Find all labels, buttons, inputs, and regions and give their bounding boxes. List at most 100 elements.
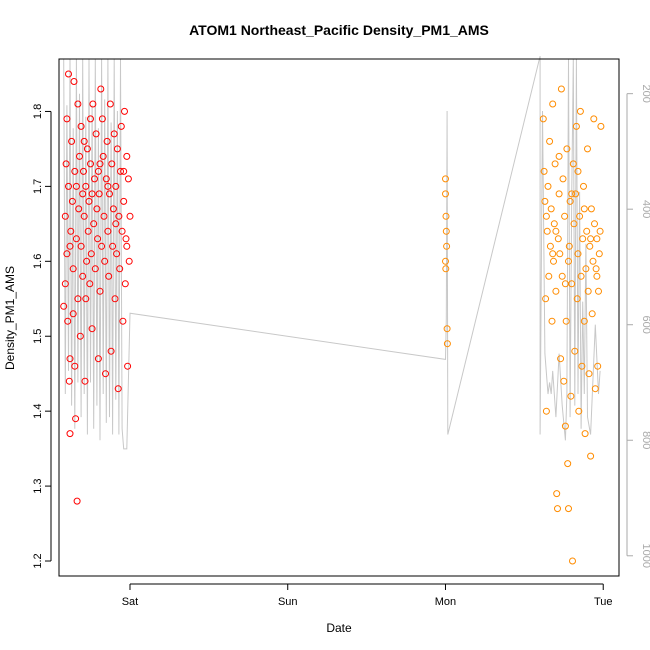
data-point <box>72 182 80 190</box>
data-point <box>75 205 83 213</box>
data-point <box>568 190 576 198</box>
data-point <box>72 235 80 243</box>
data-point <box>98 242 106 250</box>
data-point <box>553 490 561 498</box>
y2-tick-label: 200 <box>640 84 650 102</box>
y-tick-label: 1.8 <box>32 104 44 119</box>
data-point <box>63 115 71 123</box>
pressure-line <box>63 55 601 450</box>
y-tick-label: 1.2 <box>32 553 44 568</box>
data-point <box>77 242 85 250</box>
data-point <box>594 362 602 370</box>
data-point <box>574 250 582 258</box>
data-point <box>72 415 80 423</box>
data-point <box>123 242 131 250</box>
data-point <box>74 295 82 303</box>
x-tick-label: Tue <box>594 596 613 608</box>
data-point <box>582 265 590 273</box>
data-point <box>69 310 77 318</box>
data-point <box>117 167 124 175</box>
data-point <box>94 235 102 243</box>
data-point <box>68 197 76 205</box>
data-point <box>546 137 554 145</box>
data-point <box>92 130 100 138</box>
data-point <box>90 220 98 228</box>
data-point <box>126 212 134 220</box>
data-point <box>542 407 550 415</box>
data-point <box>563 145 571 153</box>
data-point <box>576 212 584 220</box>
x-tick-label: Sat <box>122 596 139 608</box>
data-point <box>540 167 548 175</box>
data-point <box>77 122 85 130</box>
data-point <box>595 287 602 295</box>
y2-tick-label: 400 <box>640 200 650 218</box>
data-point <box>113 250 121 258</box>
data-point <box>580 205 588 213</box>
line-layer <box>63 55 601 450</box>
data-point <box>443 325 451 333</box>
data-point <box>79 272 87 280</box>
data-point <box>88 325 96 333</box>
data-point <box>107 347 115 355</box>
x-axis: Sat Sun Mon Tue <box>122 583 613 608</box>
data-point <box>554 235 562 243</box>
point-layer <box>60 70 605 565</box>
data-point <box>442 265 450 273</box>
data-point <box>80 167 87 175</box>
data-point <box>578 362 586 370</box>
data-point <box>91 265 99 273</box>
data-point <box>101 257 109 265</box>
data-point <box>442 212 450 220</box>
data-point <box>63 250 71 258</box>
data-point <box>587 452 595 460</box>
x-tick-label: Mon <box>435 596 456 608</box>
data-point <box>121 280 129 288</box>
data-point <box>589 257 597 265</box>
data-point <box>70 78 78 85</box>
data-point <box>114 385 122 393</box>
data-point <box>96 160 104 168</box>
data-point <box>62 160 70 168</box>
data-point <box>85 197 93 205</box>
data-point <box>112 220 120 228</box>
data-point <box>576 107 584 115</box>
data-point <box>60 302 68 310</box>
data-point <box>118 227 126 235</box>
data-point <box>541 197 549 205</box>
data-point <box>591 220 598 228</box>
data-point <box>124 175 132 183</box>
data-point <box>91 175 98 183</box>
data-point <box>109 205 117 213</box>
data-point <box>544 182 552 190</box>
data-point <box>557 85 565 93</box>
data-point <box>94 167 102 175</box>
data-point <box>442 190 449 198</box>
data-point <box>102 175 110 183</box>
data-point <box>587 205 595 213</box>
data-point <box>65 182 72 190</box>
data-point <box>565 257 572 265</box>
data-point <box>596 227 604 235</box>
data-point <box>561 280 569 288</box>
data-point <box>108 160 116 168</box>
data-point <box>61 212 69 220</box>
data-point <box>93 205 101 213</box>
x-axis-label: Date <box>326 621 352 635</box>
data-point <box>567 392 575 400</box>
data-point <box>99 152 107 160</box>
data-point <box>584 145 591 153</box>
data-point <box>565 505 572 513</box>
data-point <box>547 205 555 213</box>
y-tick-label: 1.3 <box>32 478 44 493</box>
data-point <box>65 70 72 78</box>
data-point <box>577 272 585 280</box>
data-point <box>104 227 112 235</box>
data-point <box>112 182 120 190</box>
data-point <box>86 280 94 288</box>
data-point <box>61 280 69 288</box>
data-point <box>76 332 84 340</box>
data-point <box>580 182 587 190</box>
data-point <box>97 85 105 93</box>
data-point <box>88 190 96 198</box>
